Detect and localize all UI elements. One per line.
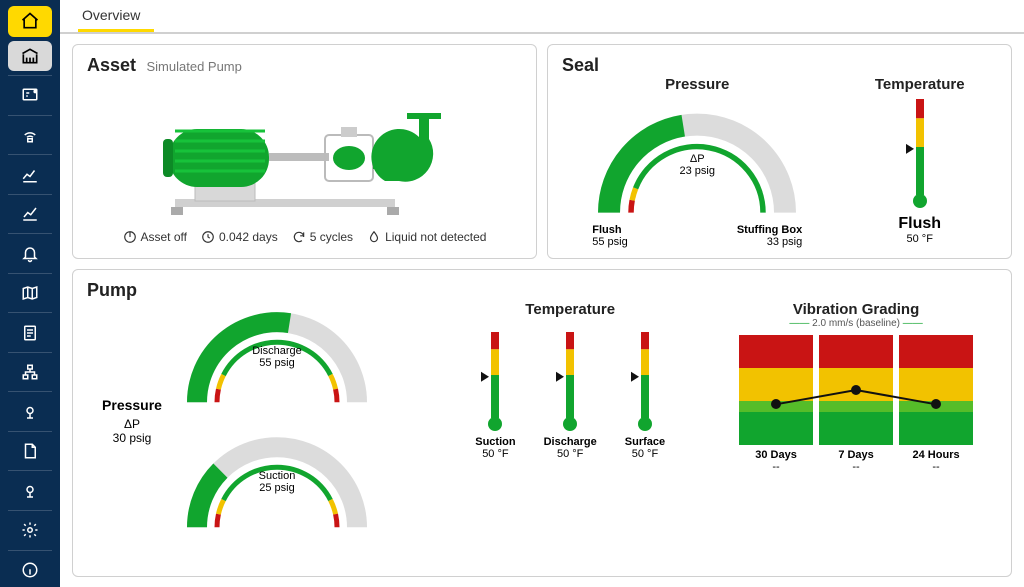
pump-card: Pump Pressure ΔP 30 psig Discharge 55 ps — [72, 269, 1012, 577]
asset-liquid: Liquid not detected — [367, 230, 486, 244]
content: Asset Simulated Pump — [60, 34, 1024, 587]
sidebar-wireless[interactable] — [8, 120, 52, 151]
file-icon — [21, 324, 39, 342]
suction-gauge: Suction 25 psig — [177, 426, 377, 541]
tabbar: Overview — [60, 0, 1024, 34]
home-icon — [20, 11, 40, 31]
pump-temp-surface: Surface50 °F — [625, 326, 665, 460]
seal-pressure-gauge: ΔP 23 psig — [587, 93, 807, 228]
sidebar-file[interactable] — [8, 317, 52, 348]
sidebar-trend[interactable] — [8, 199, 52, 230]
institution-icon — [20, 46, 40, 66]
asset-state: Asset off — [123, 230, 187, 244]
vib-cell-0 — [739, 335, 813, 445]
sidebar-camera2[interactable] — [8, 475, 52, 506]
asset-image — [87, 76, 522, 226]
sidebar-document[interactable] — [8, 436, 52, 467]
sidebar-settings[interactable] — [8, 515, 52, 546]
bell-icon — [21, 245, 39, 263]
camera-icon — [21, 403, 39, 421]
trend-icon — [21, 205, 39, 223]
sidebar-info[interactable] — [8, 554, 52, 585]
wireless-icon — [21, 126, 39, 144]
pump-vibration: Vibration Grading —— 2.0 mm/s (baseline)… — [715, 301, 997, 541]
main: Overview Asset Simulated Pump — [60, 0, 1024, 587]
pump-temperature: Temperature Suction50 °FDischarge50 °FSu… — [429, 301, 711, 541]
camera2-icon — [21, 482, 39, 500]
sidebar-map[interactable] — [8, 278, 52, 309]
asset-card: Asset Simulated Pump — [72, 44, 537, 259]
seal-pressure: Pressure ΔP 23 psig Flush55 psig Stuffin… — [562, 76, 832, 248]
tab-overview[interactable]: Overview — [78, 1, 154, 32]
top-row: Asset Simulated Pump — [72, 44, 1012, 259]
map-icon — [21, 284, 39, 302]
sidebar-dashboard[interactable] — [8, 80, 52, 111]
vib-cell-1 — [819, 335, 893, 445]
network-icon — [21, 363, 39, 381]
sidebar-camera[interactable] — [8, 396, 52, 427]
asset-status-row: Asset off 0.042 days 5 cycles Liquid not… — [87, 230, 522, 244]
pump-title: Pump — [87, 280, 997, 301]
sidebar-home[interactable] — [8, 6, 52, 37]
pump-temp-suction: Suction50 °F — [475, 326, 515, 460]
pump-diagram — [135, 81, 475, 221]
pump-pressure: Pressure ΔP 30 psig Discharge 55 psig — [87, 301, 425, 541]
discharge-gauge: Discharge 55 psig — [177, 301, 377, 416]
asset-days: 0.042 days — [201, 230, 278, 244]
sidebar-alarm[interactable] — [8, 238, 52, 269]
clock-icon — [201, 230, 215, 244]
dashboard-icon — [21, 87, 39, 105]
power-icon — [123, 230, 137, 244]
gear-icon — [21, 521, 39, 539]
seal-temperature: Temperature Flush 50 °F — [842, 76, 997, 248]
vib-cell-2 — [899, 335, 973, 445]
seal-pressure-title: Pressure — [665, 76, 729, 93]
sidebar-chart[interactable] — [8, 159, 52, 190]
seal-temp-scale — [900, 93, 940, 213]
info-icon — [21, 561, 39, 579]
asset-cycles: 5 cycles — [292, 230, 353, 244]
cycle-icon — [292, 230, 306, 244]
document-icon — [21, 442, 39, 460]
seal-card: Seal Pressure ΔP 23 psig Flush55 psig — [547, 44, 1012, 259]
sidebar — [0, 0, 60, 587]
drop-icon — [367, 230, 381, 244]
sidebar-network[interactable] — [8, 357, 52, 388]
chart-icon — [21, 166, 39, 184]
sidebar-institution[interactable] — [8, 41, 52, 72]
pump-temp-discharge: Discharge50 °F — [544, 326, 597, 460]
asset-title: Asset — [87, 55, 136, 75]
seal-temp-title: Temperature — [875, 76, 965, 93]
asset-subtitle: Simulated Pump — [146, 59, 241, 74]
seal-title: Seal — [562, 55, 997, 76]
